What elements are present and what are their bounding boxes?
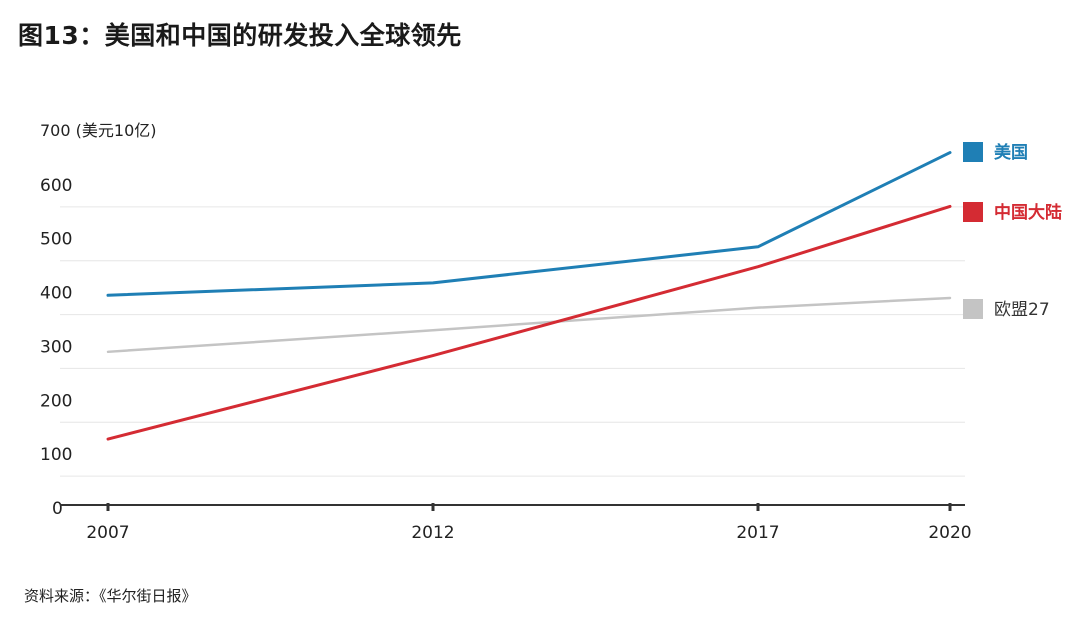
y-tick-label-500: 500 [40,230,72,250]
x-tick-label-2007: 2007 [86,523,129,543]
y-tick-label-600: 600 [40,176,72,196]
legend-swatch-0 [963,142,983,162]
y-tick-label-100: 100 [40,445,72,465]
legend-label-0: 美国 [994,142,1028,163]
source-note: 资料来源：《华尔街日报》 [24,587,197,605]
series-line-2 [106,296,952,354]
y-axis-label: (美元10亿) [75,121,157,140]
x-tick-label-2020: 2020 [928,523,971,543]
y-tick-label-0: 0 [52,499,63,519]
y-axis-unit-label: 700 (美元10亿) [40,117,157,141]
y-tick-label-200: 200 [40,391,72,411]
x-tick-label-2012: 2012 [411,523,454,543]
legend-label-1: 中国大陆 [994,202,1062,223]
x-tick-label-2017: 2017 [736,523,779,543]
legend-swatch-1 [963,202,983,222]
y-top-tick-value: 700 [40,121,71,140]
x-axis: 2007 2012 2017 2020 [60,503,972,543]
legend-label-2: 欧盟27 [994,300,1050,320]
chart-title: 图13：美国和中国的研发投入全球领先 [18,21,462,50]
legend-swatch-2 [963,299,983,319]
series-line-1 [106,204,952,441]
series-lines [106,151,952,441]
y-tick-label-400: 400 [40,284,72,304]
y-tick-label-300: 300 [40,337,72,357]
gridlines [60,206,965,477]
y-axis-ticks: 0 100 200 300 400 500 600 [40,176,72,519]
series-line-0 [106,151,952,297]
